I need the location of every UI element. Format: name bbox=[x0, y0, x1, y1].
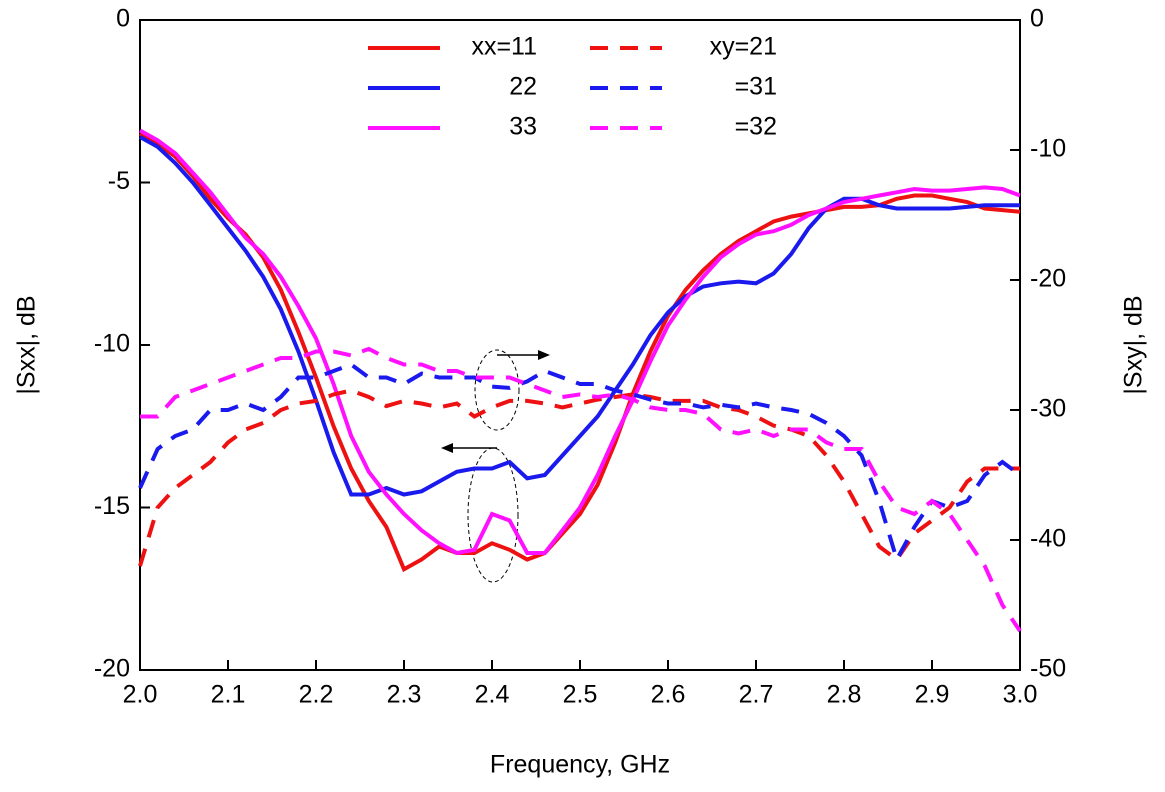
x-tick-label: 2.4 bbox=[475, 681, 510, 709]
y2-tick-label: 0 bbox=[1030, 5, 1044, 33]
x-tick-label: 2.5 bbox=[563, 681, 598, 709]
y-tick-label: -5 bbox=[108, 167, 130, 195]
y2-tick-label: -10 bbox=[1030, 135, 1066, 163]
x-tick-label: 2.8 bbox=[827, 681, 862, 709]
annotation-ellipse bbox=[474, 349, 520, 431]
x-tick-label: 2.1 bbox=[211, 681, 246, 709]
x-axis-label: Frequency, GHz bbox=[490, 751, 670, 779]
y-tick-label: -15 bbox=[94, 492, 130, 520]
series-line bbox=[139, 135, 1020, 497]
legend-label: 33 bbox=[509, 113, 537, 141]
y2-axis-label: |Sxy|, dB bbox=[1120, 295, 1148, 394]
x-tick-label: 2.9 bbox=[915, 681, 950, 709]
y2-tick-label: -50 bbox=[1030, 655, 1066, 683]
y-tick-label: -10 bbox=[94, 330, 130, 358]
series-line bbox=[140, 346, 1022, 633]
y-tick-label: 0 bbox=[116, 5, 130, 33]
annotation-arrowhead bbox=[441, 443, 453, 453]
y-axis-label: |Sxx|, dB bbox=[13, 295, 41, 394]
series-line bbox=[138, 362, 1022, 565]
legend-label: =32 bbox=[735, 113, 777, 141]
x-tick-label: 2.3 bbox=[387, 681, 422, 709]
series-line bbox=[139, 128, 1021, 556]
x-tick-label: 2.6 bbox=[651, 681, 686, 709]
legend-label: 22 bbox=[509, 73, 537, 101]
legend-label: xy=21 bbox=[710, 33, 777, 61]
series-line bbox=[139, 132, 1021, 573]
x-tick-label: 3.0 bbox=[1003, 681, 1038, 709]
series-line bbox=[138, 388, 1020, 567]
y2-tick-label: -30 bbox=[1030, 395, 1066, 423]
y-tick-label: -20 bbox=[94, 655, 130, 683]
x-tick-label: 2.2 bbox=[299, 681, 334, 709]
y2-tick-label: -20 bbox=[1030, 265, 1066, 293]
plot-frame bbox=[139, 19, 1021, 671]
legend-label: xx=11 bbox=[471, 33, 537, 61]
annotation-arrowhead bbox=[538, 350, 550, 360]
legend-label: =31 bbox=[735, 73, 777, 101]
x-tick-label: 2.7 bbox=[739, 681, 774, 709]
y2-tick-label: -40 bbox=[1030, 525, 1066, 553]
x-tick-label: 2.0 bbox=[123, 681, 158, 709]
